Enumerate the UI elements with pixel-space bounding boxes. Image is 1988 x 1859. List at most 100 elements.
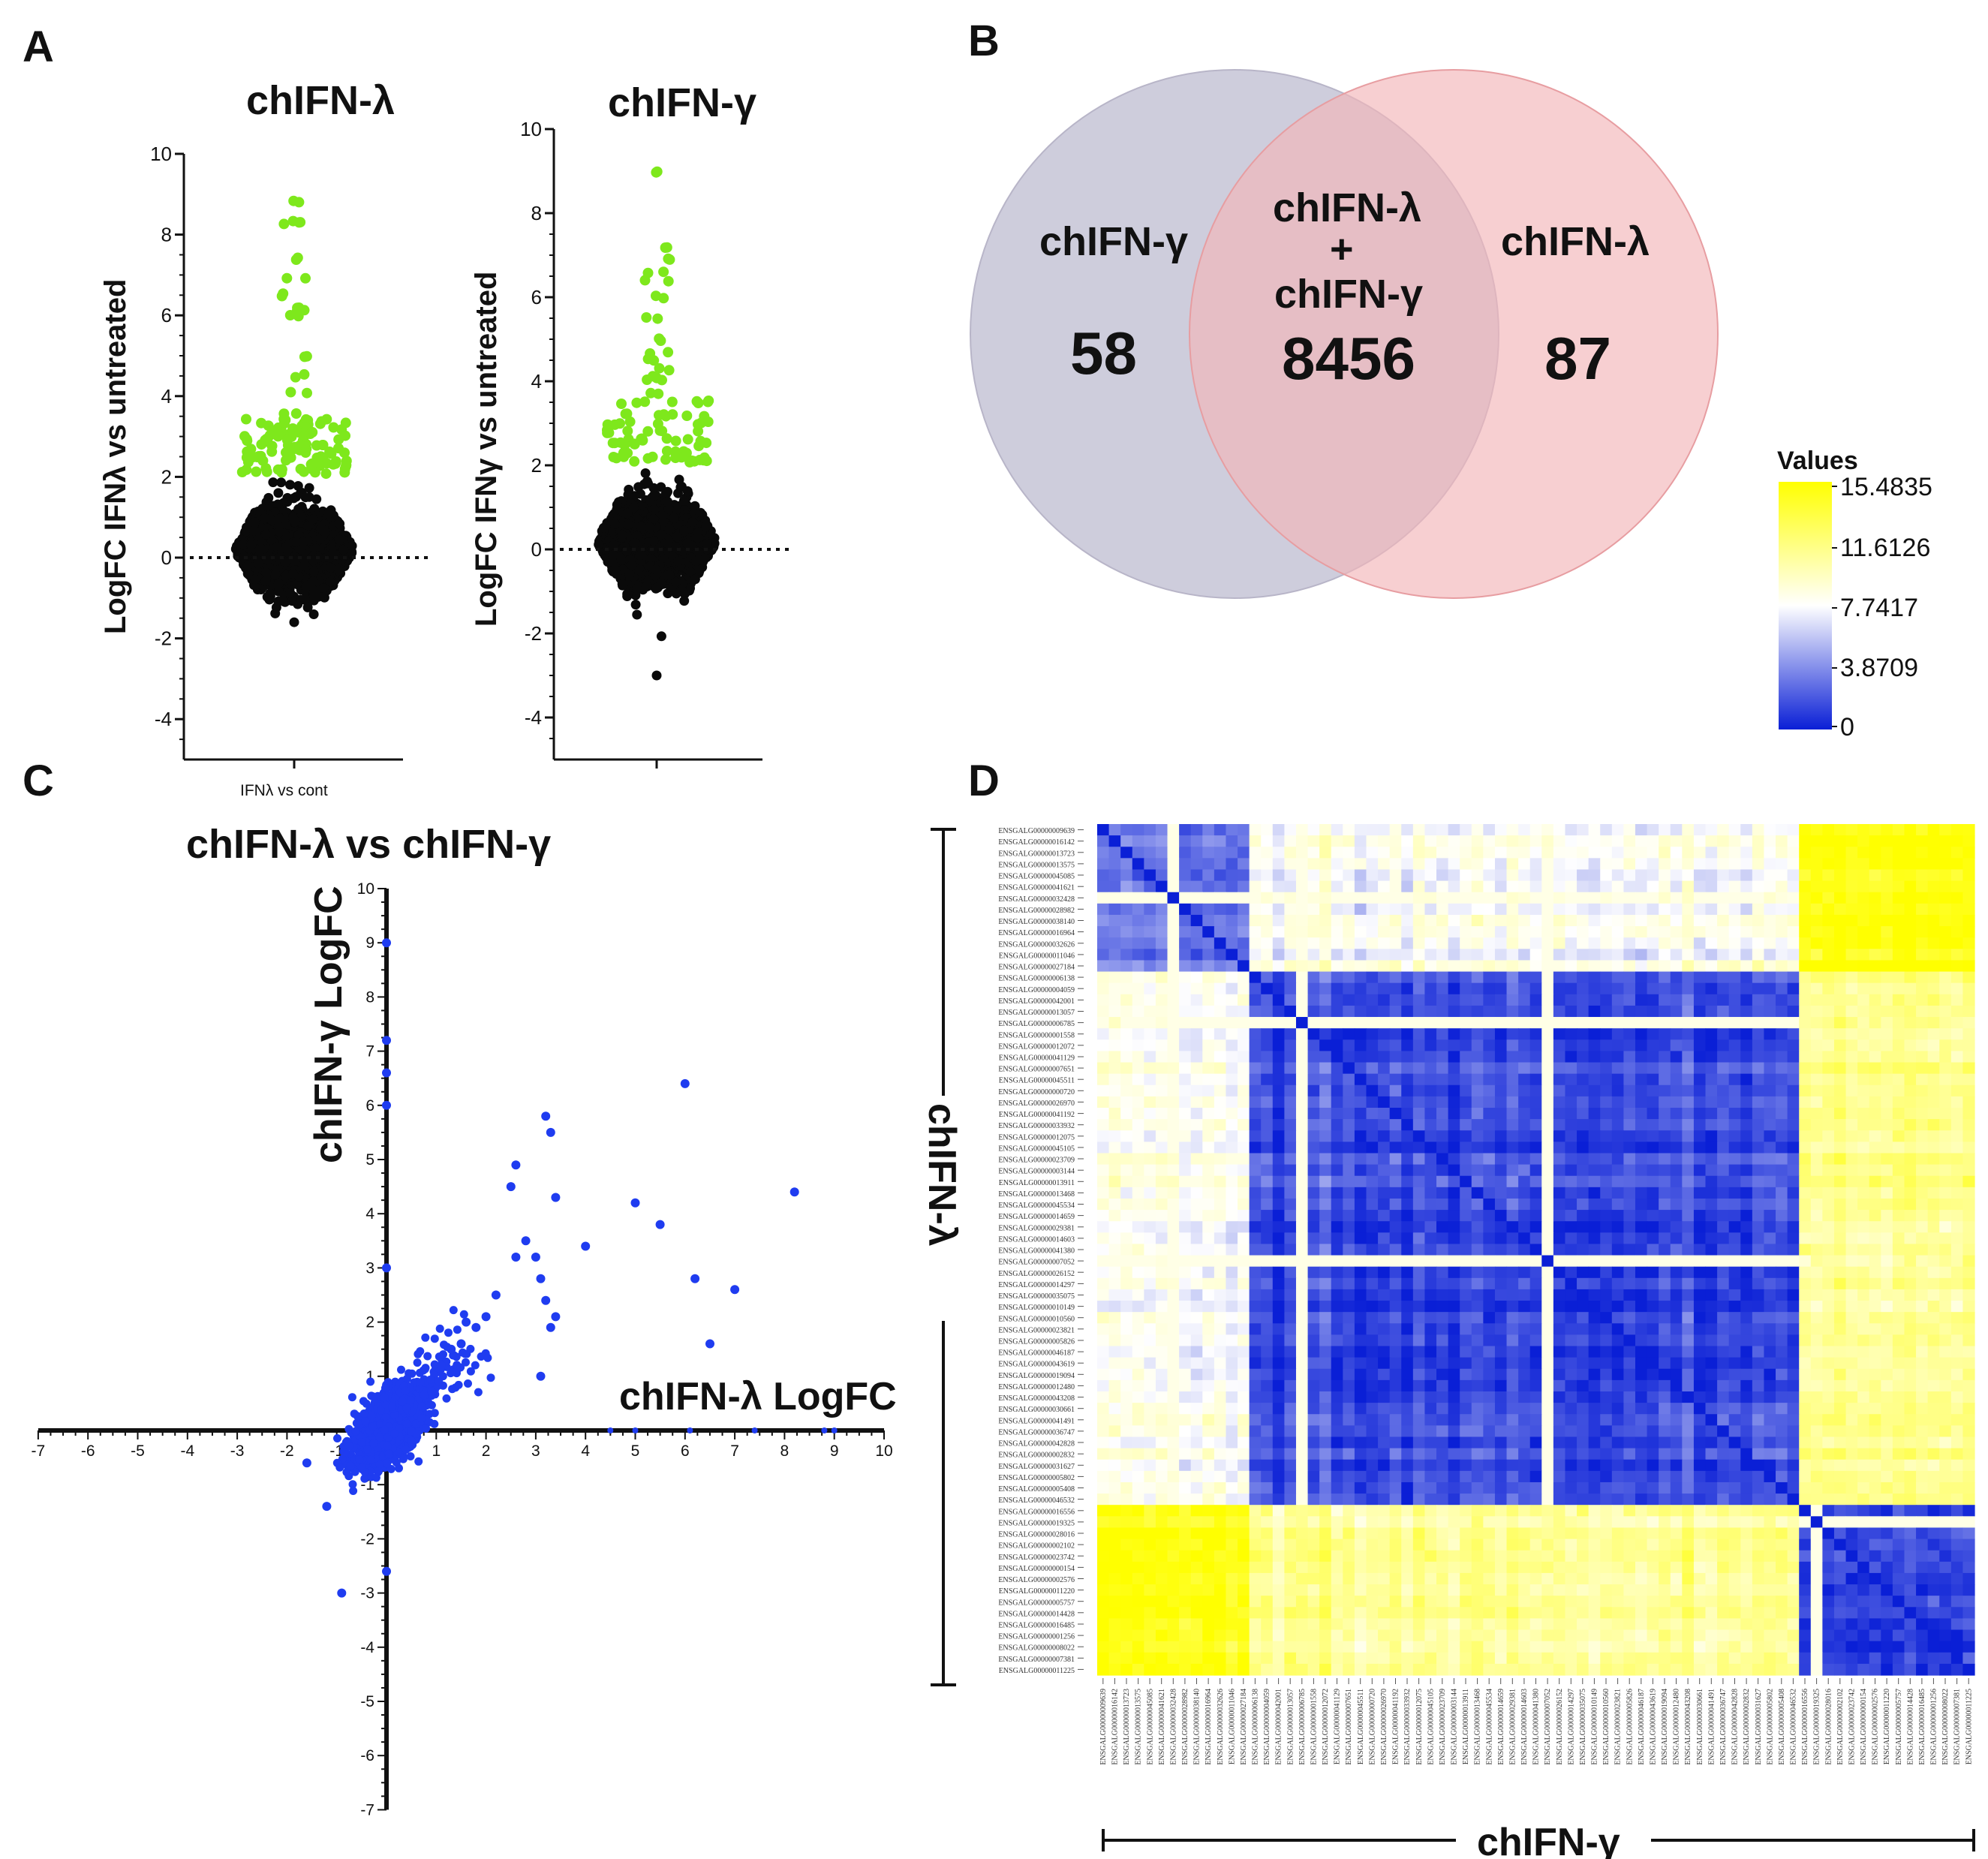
data-point (388, 1402, 396, 1411)
data-point (268, 477, 278, 488)
data-point-upregulated (652, 313, 663, 324)
data-point (347, 1393, 356, 1402)
data-point (357, 1438, 366, 1447)
data-point (531, 1253, 540, 1262)
x-tick-label: 6 (681, 1442, 690, 1460)
data-point-upregulated (681, 411, 693, 421)
y-tick-label: 7 (365, 1043, 374, 1060)
legend-tick-label: 11.6126 (1840, 534, 1930, 562)
data-point (486, 1373, 495, 1382)
data-point (466, 1367, 475, 1376)
data-point (288, 513, 298, 523)
data-point (408, 1369, 417, 1378)
data-point (430, 1409, 439, 1418)
data-point (242, 561, 253, 571)
y-tick-label: 8 (161, 224, 172, 246)
data-point (335, 1463, 344, 1472)
data-point (276, 477, 287, 488)
panel-a-right-ylabel: LogFC IFNγ vs untreated (470, 272, 503, 627)
data-point (421, 1364, 430, 1373)
data-point (651, 564, 661, 575)
data-point (648, 536, 659, 546)
data-point (298, 537, 308, 547)
data-point-upregulated (256, 439, 267, 450)
data-point (633, 482, 644, 492)
data-point-upregulated (703, 396, 714, 406)
data-point (304, 483, 314, 493)
data-point (326, 563, 336, 573)
panel-letter-b: B (968, 17, 1000, 65)
y-tick-label: -2 (525, 622, 542, 645)
data-point-upregulated (616, 399, 627, 409)
data-point (407, 1427, 416, 1436)
data-point (663, 538, 673, 549)
venn-overlap-label-1: chIFN-λ (1273, 185, 1421, 230)
data-point (348, 1480, 357, 1489)
data-point-upregulated (284, 310, 296, 320)
x-tick-label: 3 (531, 1442, 540, 1460)
data-point (413, 1358, 422, 1367)
x-tick-label: -7 (32, 1442, 46, 1460)
data-point (430, 1334, 439, 1343)
data-point-upregulated (236, 467, 248, 477)
data-point (435, 1377, 444, 1386)
y-tick-label: 10 (150, 143, 172, 165)
data-point (334, 534, 344, 545)
data-point (351, 1427, 360, 1436)
data-point (464, 1379, 472, 1388)
data-point-upregulated (642, 375, 653, 385)
panel-letter-a: A (23, 23, 54, 71)
y-tick-label: 4 (365, 1205, 374, 1223)
data-point (359, 1397, 368, 1406)
data-point (311, 494, 322, 504)
data-point (663, 496, 672, 507)
data-point (622, 508, 633, 519)
data-point (491, 1290, 501, 1300)
data-point (462, 1358, 470, 1367)
data-point-upregulated (299, 368, 310, 380)
data-point (581, 1241, 591, 1251)
data-point (630, 600, 641, 610)
data-point (536, 1274, 546, 1283)
venn-gamma-label: chIFN-γ (1039, 219, 1188, 264)
data-point (302, 602, 313, 612)
y-tick-label: 6 (365, 1097, 374, 1114)
y-tick-label: 5 (365, 1151, 374, 1169)
data-point (285, 480, 295, 490)
data-point (414, 1457, 423, 1466)
panel-c-xlabel: chIFN-λ LogFC (619, 1375, 897, 1418)
panel-a-left-points (190, 195, 433, 627)
data-point (308, 609, 319, 619)
data-point-upregulated (290, 408, 302, 419)
data-point-upregulated (251, 466, 262, 477)
data-point (612, 500, 622, 510)
data-point (536, 1371, 546, 1381)
data-point (366, 1377, 375, 1386)
data-point (679, 525, 690, 536)
data-point-upregulated (276, 467, 287, 478)
data-point-upregulated (330, 458, 341, 469)
data-point (483, 1353, 492, 1362)
panel-c-title: chIFN-λ vs chIFN-γ (186, 822, 551, 867)
data-point-upregulated (670, 435, 681, 447)
data-point-upregulated (300, 447, 311, 458)
data-point-upregulated (660, 454, 671, 465)
data-point (551, 1312, 561, 1322)
data-point (423, 1352, 432, 1361)
data-point (657, 529, 667, 540)
data-point (632, 583, 642, 594)
data-point (635, 550, 645, 561)
data-point (323, 508, 334, 519)
data-point-upregulated (299, 351, 310, 362)
data-point-upregulated (701, 456, 712, 467)
data-point-upregulated (670, 453, 681, 464)
data-point-upregulated (241, 434, 252, 445)
venn-lambda-label: chIFN-λ (1501, 219, 1650, 264)
venn-overlap-count: 8456 (1282, 325, 1415, 392)
data-point-upregulated (663, 365, 675, 376)
x-tick-label: 10 (875, 1442, 892, 1460)
data-point-upregulated (651, 166, 663, 177)
data-point (609, 519, 620, 529)
data-point (350, 1409, 359, 1418)
